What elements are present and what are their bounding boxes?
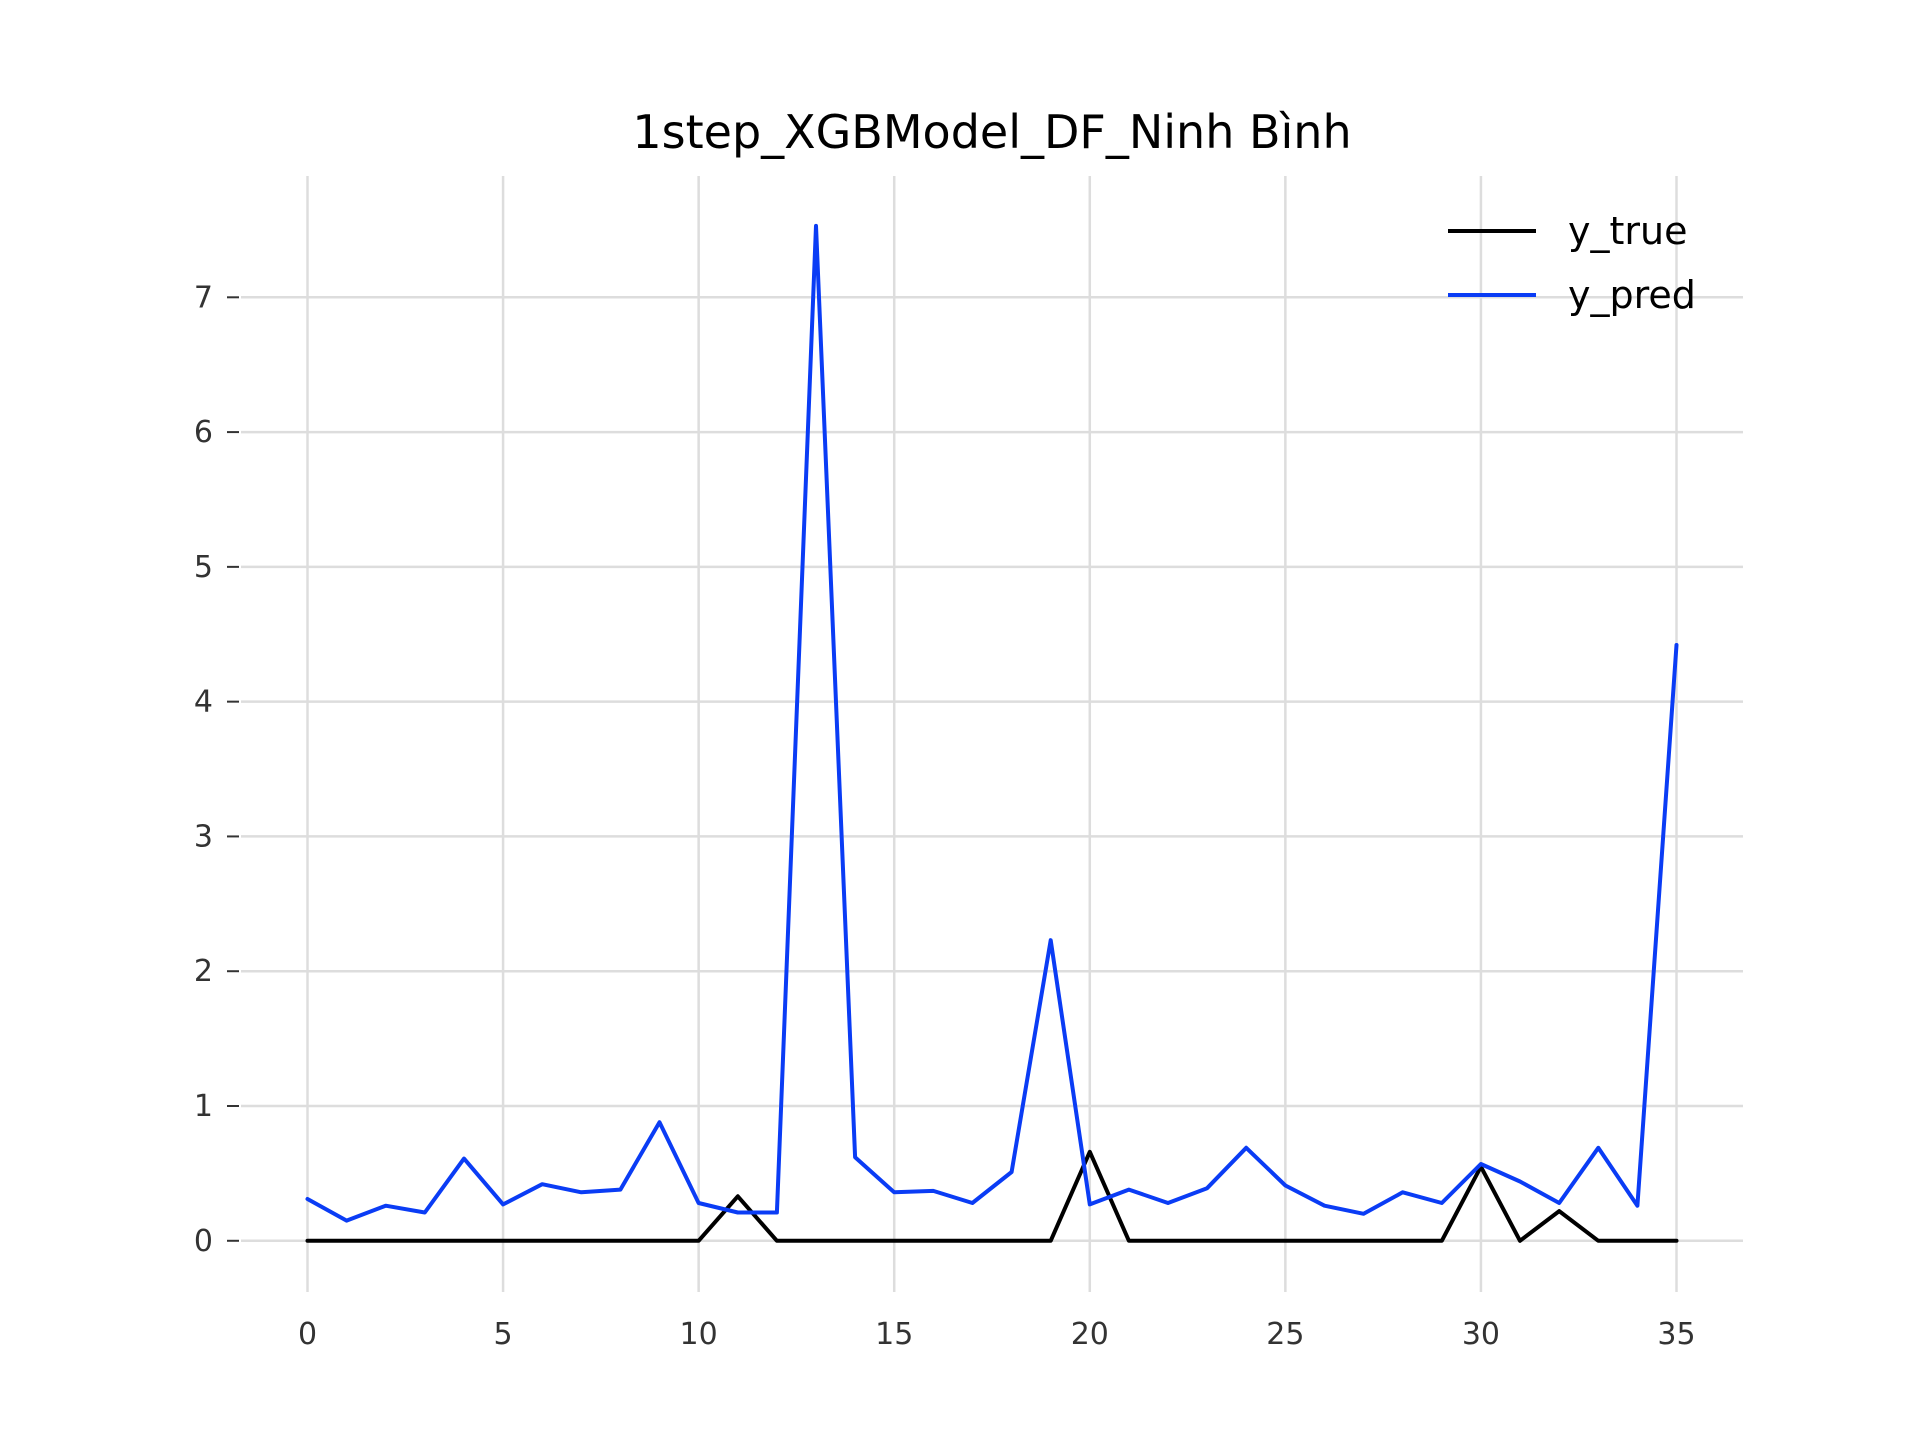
series-line-y-pred — [305, 223, 1679, 1223]
y-tick-label: 0 — [194, 1224, 213, 1259]
series-line-y-true — [305, 1149, 1679, 1243]
x-tick-label: 35 — [1657, 1317, 1695, 1352]
axis-ticks: 0 5 10 15 20 25 30 35 0 1 2 3 4 5 6 7 — [194, 280, 1696, 1352]
x-tick-label: 10 — [680, 1317, 718, 1352]
chart-title: 1step_XGBModel_DF_Ninh Bình — [632, 105, 1351, 159]
y-tick-label: 4 — [194, 685, 213, 720]
legend-label-y-true: y_true — [1568, 209, 1687, 253]
x-tick-label: 25 — [1266, 1317, 1304, 1352]
series-lines — [305, 223, 1679, 1243]
x-tick-label: 5 — [494, 1317, 513, 1352]
y-tick-label: 6 — [194, 415, 213, 450]
y-tick-label: 7 — [194, 280, 213, 315]
legend-label-y-pred: y_pred — [1568, 273, 1696, 317]
x-tick-label: 0 — [298, 1317, 317, 1352]
legend: y_true y_pred — [1448, 209, 1696, 317]
y-tick-label: 5 — [194, 550, 213, 585]
x-tick-label: 20 — [1071, 1317, 1109, 1352]
x-tick-label: 15 — [875, 1317, 913, 1352]
y-tick-label: 1 — [194, 1089, 213, 1124]
grid — [241, 176, 1743, 1292]
y-tick-label: 2 — [194, 954, 213, 989]
y-tick-label: 3 — [194, 819, 213, 854]
x-tick-label: 30 — [1462, 1317, 1500, 1352]
